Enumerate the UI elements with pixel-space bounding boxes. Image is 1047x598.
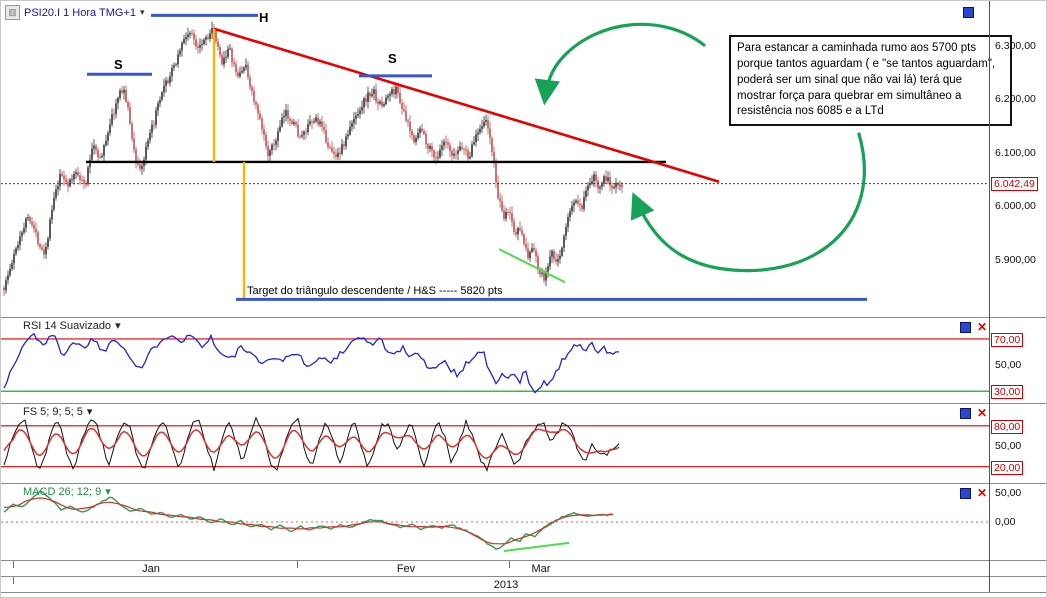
chart-title-bar[interactable]: ▥ PSI20.I 1 Hora TMG+1 ▾ bbox=[5, 5, 145, 20]
rsi-threshold-label: 70,00 bbox=[991, 333, 1024, 347]
last-price-tag: 6.042,49 bbox=[991, 177, 1038, 191]
symbol-title[interactable]: PSI20.I 1 Hora TMG+1 bbox=[24, 6, 136, 19]
year-tick bbox=[13, 577, 14, 584]
rsi-threshold-label: 30,00 bbox=[991, 385, 1024, 399]
stoch-maximize-button[interactable] bbox=[960, 408, 971, 419]
left-shoulder-label[interactable]: S bbox=[114, 57, 123, 72]
y-axis-label: 5.900,00 bbox=[995, 254, 1036, 266]
chevron-down-icon[interactable]: ▾ bbox=[140, 7, 145, 17]
chevron-down-icon[interactable]: ▾ bbox=[115, 320, 121, 332]
stoch-close-icon[interactable]: ✕ bbox=[977, 406, 988, 420]
y-axis-label: 6.200,00 bbox=[995, 93, 1036, 105]
month-label: Mar bbox=[531, 563, 551, 575]
y-axis-label: 6.100,00 bbox=[995, 147, 1036, 159]
stoch-header[interactable]: FS 5; 9; 5; 5 ▾ bbox=[23, 405, 93, 419]
macd-label[interactable]: MACD 26; 12; 9 bbox=[23, 485, 102, 498]
stoch-axis-label: 50,00 bbox=[995, 440, 1022, 452]
macd-header[interactable]: MACD 26; 12; 9 ▾ bbox=[23, 485, 111, 499]
rsi-header[interactable]: RSI 14 Suavizado ▾ bbox=[23, 319, 121, 333]
main-chart-svg[interactable] bbox=[1, 1, 989, 317]
bottom-divider bbox=[1, 592, 1046, 593]
head-label[interactable]: H bbox=[259, 10, 269, 25]
rsi-close-icon[interactable]: ✕ bbox=[977, 320, 988, 334]
chevron-down-icon[interactable]: ▾ bbox=[86, 406, 93, 418]
time-axis[interactable]: Jan Fev Mar 2013 bbox=[1, 560, 989, 592]
price-axis-line bbox=[989, 1, 990, 592]
rsi-label[interactable]: RSI 14 Suavizado bbox=[23, 319, 112, 332]
stoch-label[interactable]: FS 5; 9; 5; 5 bbox=[23, 405, 83, 418]
panel-divider bbox=[1, 403, 1046, 404]
macd-axis-label: 0,00 bbox=[995, 516, 1016, 528]
target-label[interactable]: Target do triângulo descendente / H&S --… bbox=[247, 285, 503, 297]
macd-axis-label: 50,00 bbox=[995, 487, 1022, 499]
right-shoulder-label[interactable]: S bbox=[388, 51, 397, 66]
macd-close-icon[interactable]: ✕ bbox=[977, 486, 988, 500]
stoch-svg[interactable] bbox=[1, 404, 989, 483]
rsi-svg[interactable] bbox=[1, 318, 989, 403]
y-axis-label: 6.300,00 bbox=[995, 40, 1036, 52]
annotation-box[interactable]: Para estancar a caminhada rumo aos 5700 … bbox=[729, 35, 1012, 127]
chart-type-icon: ▥ bbox=[5, 5, 20, 20]
main-maximize-button[interactable] bbox=[963, 7, 974, 18]
stoch-threshold-label: 80,00 bbox=[991, 420, 1024, 434]
month-label: Fev bbox=[396, 563, 416, 575]
month-tick bbox=[509, 561, 510, 568]
month-tick bbox=[297, 561, 298, 568]
panel-divider bbox=[1, 560, 1046, 561]
chevron-down-icon[interactable]: ▾ bbox=[105, 486, 111, 498]
panel-divider bbox=[1, 483, 1046, 484]
y-axis-label: 6.000,00 bbox=[995, 200, 1036, 212]
macd-svg[interactable] bbox=[1, 484, 989, 560]
year-label: 2013 bbox=[493, 579, 519, 591]
rsi-axis-label: 50,00 bbox=[995, 359, 1022, 371]
axis-divider bbox=[1, 576, 1046, 577]
panel-divider bbox=[1, 317, 1046, 318]
stoch-threshold-label: 20,00 bbox=[991, 461, 1024, 475]
month-tick bbox=[13, 561, 14, 568]
rsi-maximize-button[interactable] bbox=[960, 322, 971, 333]
month-label: Jan bbox=[142, 563, 160, 575]
macd-maximize-button[interactable] bbox=[960, 488, 971, 499]
